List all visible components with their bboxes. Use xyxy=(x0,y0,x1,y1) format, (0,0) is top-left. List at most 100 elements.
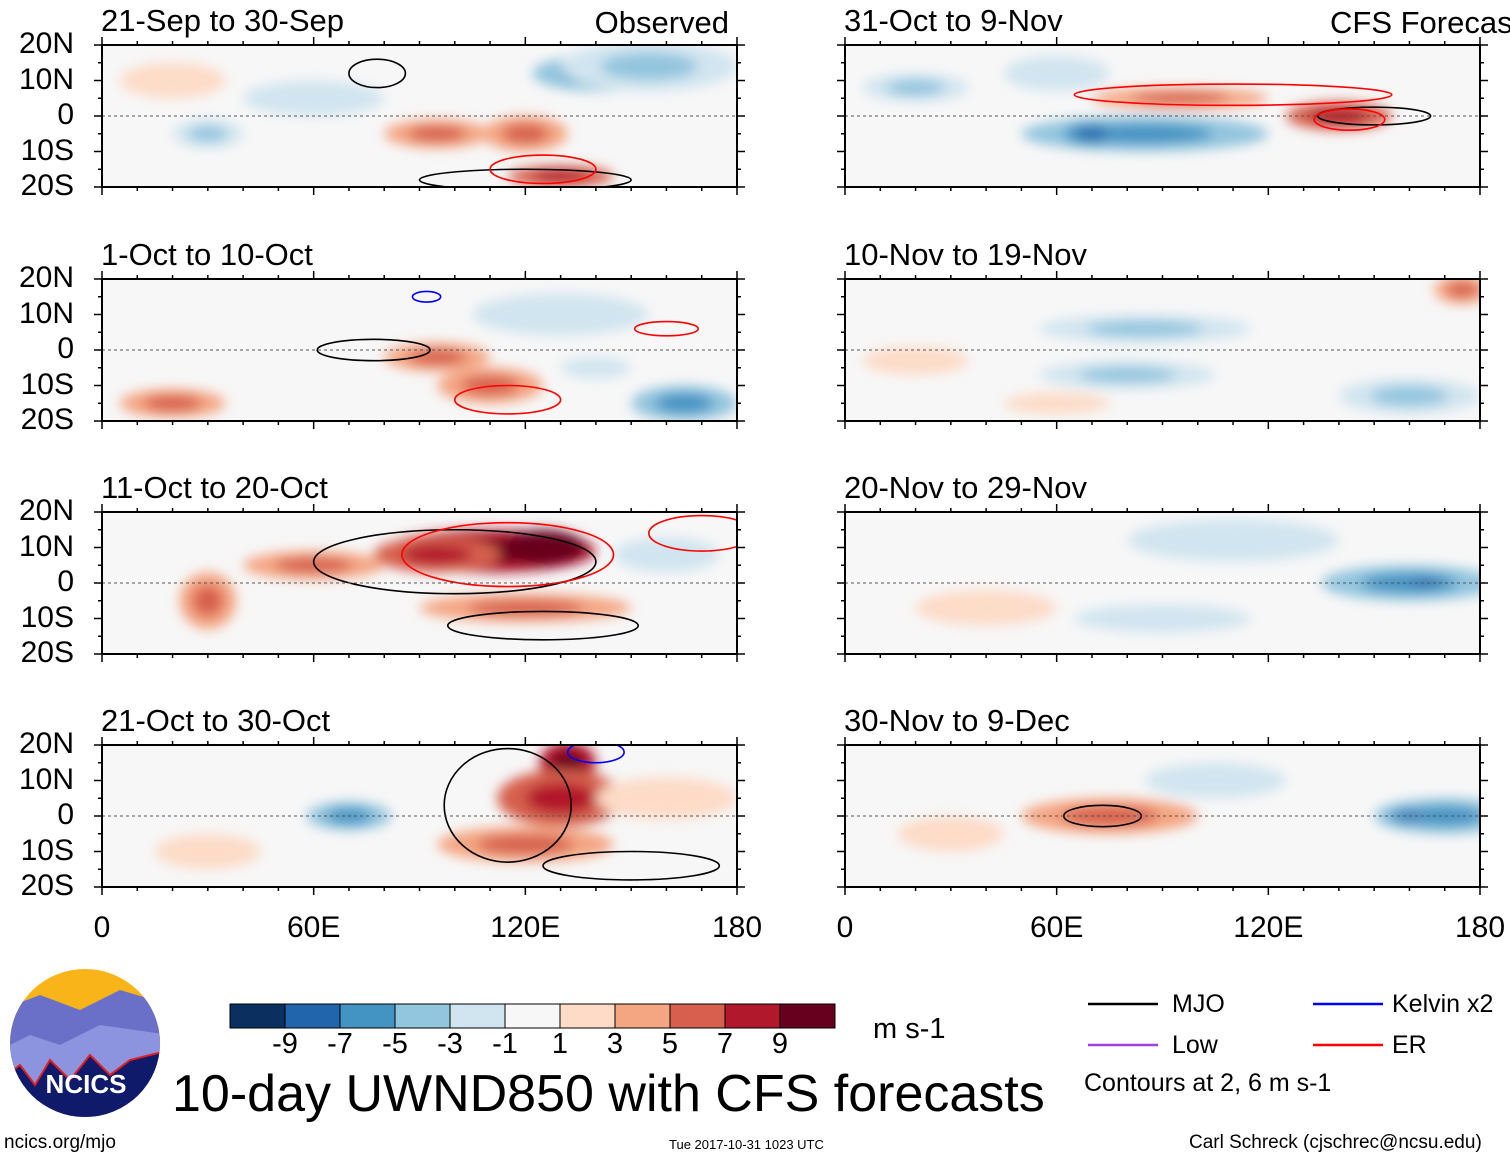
wind-anomaly-core xyxy=(654,393,714,414)
contour-mjo xyxy=(348,58,407,89)
colorbar-label: -9 xyxy=(272,1028,298,1060)
wind-anomaly-region xyxy=(1003,392,1110,414)
map-panel xyxy=(94,271,745,429)
footer-url[interactable]: ncics.org/mjo xyxy=(4,1132,116,1153)
colorbar-swatch xyxy=(449,1003,506,1029)
panel-title: 11-Oct to 20-Oct xyxy=(101,470,328,505)
contour-mjo xyxy=(542,850,721,881)
colorbar-swatch xyxy=(394,1003,451,1029)
colorbar-swatch xyxy=(559,1003,616,1029)
wind-anomaly-core xyxy=(408,125,467,142)
ncics-logo: NCICS xyxy=(10,969,160,1117)
wind-anomaly-core xyxy=(1131,92,1229,105)
colorbar-units: m s-1 xyxy=(873,1013,946,1045)
y-tick-label: 20N xyxy=(18,494,74,527)
y-tick-label: 20N xyxy=(18,727,74,760)
legend-label-kelvin: Kelvin x2 xyxy=(1392,990,1494,1018)
x-tick-label: 60E xyxy=(1029,911,1084,944)
map-panel xyxy=(94,737,745,895)
y-tick-label: 10S xyxy=(20,367,74,401)
panel-title: 10-Nov to 19-Nov xyxy=(844,237,1087,272)
wind-anomaly-region xyxy=(472,293,649,336)
legend-label-mjo: MJO xyxy=(1172,990,1225,1018)
wind-anomaly-region xyxy=(595,776,737,820)
wind-anomaly-region xyxy=(1127,519,1339,562)
colorbar-swatch xyxy=(339,1003,396,1029)
wind-anomaly-core xyxy=(143,395,202,412)
y-tick-label: 0 xyxy=(57,332,74,365)
contour-mjo xyxy=(312,528,597,595)
contour-mjo xyxy=(1316,106,1432,126)
map-panel xyxy=(837,737,1488,895)
wind-anomaly-core xyxy=(600,52,698,80)
map-panel xyxy=(837,504,1488,662)
wind-anomaly-core xyxy=(886,79,945,96)
y-tick-label: 20N xyxy=(18,261,74,294)
colorbar-label: 1 xyxy=(551,1028,569,1060)
legend-note: Contours at 2, 6 m s-1 xyxy=(1084,1069,1332,1097)
map-panel xyxy=(837,37,1488,195)
colorbar-swatch xyxy=(614,1003,671,1029)
logo-text: NCICS xyxy=(46,1069,127,1099)
contour-mjo xyxy=(418,168,632,187)
colorbar-swatch xyxy=(669,1003,726,1029)
y-tick-label: 0 xyxy=(57,798,74,831)
legend-label-low: Low xyxy=(1172,1031,1218,1059)
y-tick-label: 20S xyxy=(20,869,74,902)
wind-anomaly-core xyxy=(519,537,567,558)
panel-tag: Observed xyxy=(594,5,729,40)
wind-anomaly-core xyxy=(1078,367,1176,383)
wind-anomaly-core xyxy=(188,125,228,142)
wind-anomaly-region xyxy=(560,357,632,379)
legend-label-er: ER xyxy=(1392,1031,1427,1059)
y-tick-label: 20S xyxy=(20,636,74,669)
contour-mjo xyxy=(316,338,431,362)
x-tick-label: 120E xyxy=(1233,911,1304,944)
colorbar-label: -5 xyxy=(382,1028,408,1060)
wind-anomaly-region xyxy=(154,833,261,870)
contour-mjo xyxy=(446,610,640,641)
panel-title: 21-Sep to 30-Sep xyxy=(101,3,345,38)
contour-er xyxy=(453,384,562,415)
colorbar-label: -7 xyxy=(327,1028,353,1060)
panel-title: 21-Oct to 30-Oct xyxy=(101,703,331,738)
wind-anomaly-region xyxy=(915,590,1057,626)
contour-er xyxy=(1073,83,1393,107)
wind-anomaly-core xyxy=(1446,281,1478,298)
wind-anomaly-core xyxy=(531,170,590,183)
contour-kelvin-x2 xyxy=(566,745,625,764)
wind-anomaly-region xyxy=(862,346,969,375)
contour-er xyxy=(648,514,737,552)
map-panel xyxy=(94,504,745,662)
panel-title: 1-Oct to 10-Oct xyxy=(101,237,313,272)
colorbar-swatch xyxy=(229,1003,286,1029)
wind-anomaly-region xyxy=(1003,55,1110,92)
contour-kelvin-x2 xyxy=(411,290,442,303)
wind-anomaly-core xyxy=(1370,386,1449,406)
x-tick-label: 120E xyxy=(490,911,561,944)
wind-anomaly-core xyxy=(502,123,549,144)
colorbar-label: -1 xyxy=(492,1028,518,1060)
panel-title: 20-Nov to 29-Nov xyxy=(844,470,1087,505)
contour-er xyxy=(633,320,699,337)
wind-anomaly-region xyxy=(119,62,226,99)
y-tick-label: 20N xyxy=(18,27,74,60)
colorbar-swatch xyxy=(504,1003,561,1029)
wind-anomaly-core xyxy=(402,544,473,565)
wind-anomaly-core xyxy=(525,782,596,814)
x-tick-label: 0 xyxy=(93,911,111,944)
y-tick-label: 0 xyxy=(57,565,74,598)
contour-er xyxy=(1313,108,1386,132)
wind-anomaly-region xyxy=(897,816,1004,852)
wind-anomaly-core xyxy=(1076,127,1108,140)
x-tick-label: 0 xyxy=(836,911,854,944)
colorbar-swatch xyxy=(724,1003,781,1029)
map-panel xyxy=(94,37,745,195)
contour-mjo xyxy=(443,747,572,863)
wind-anomaly-region xyxy=(1074,604,1251,633)
y-tick-label: 10S xyxy=(20,600,74,634)
footer-timestamp: Tue 2017-10-31 1023 UTC xyxy=(669,1137,824,1152)
wind-anomaly-core xyxy=(408,349,467,365)
colorbar-label: -3 xyxy=(437,1028,463,1060)
y-tick-label: 10N xyxy=(18,296,74,330)
